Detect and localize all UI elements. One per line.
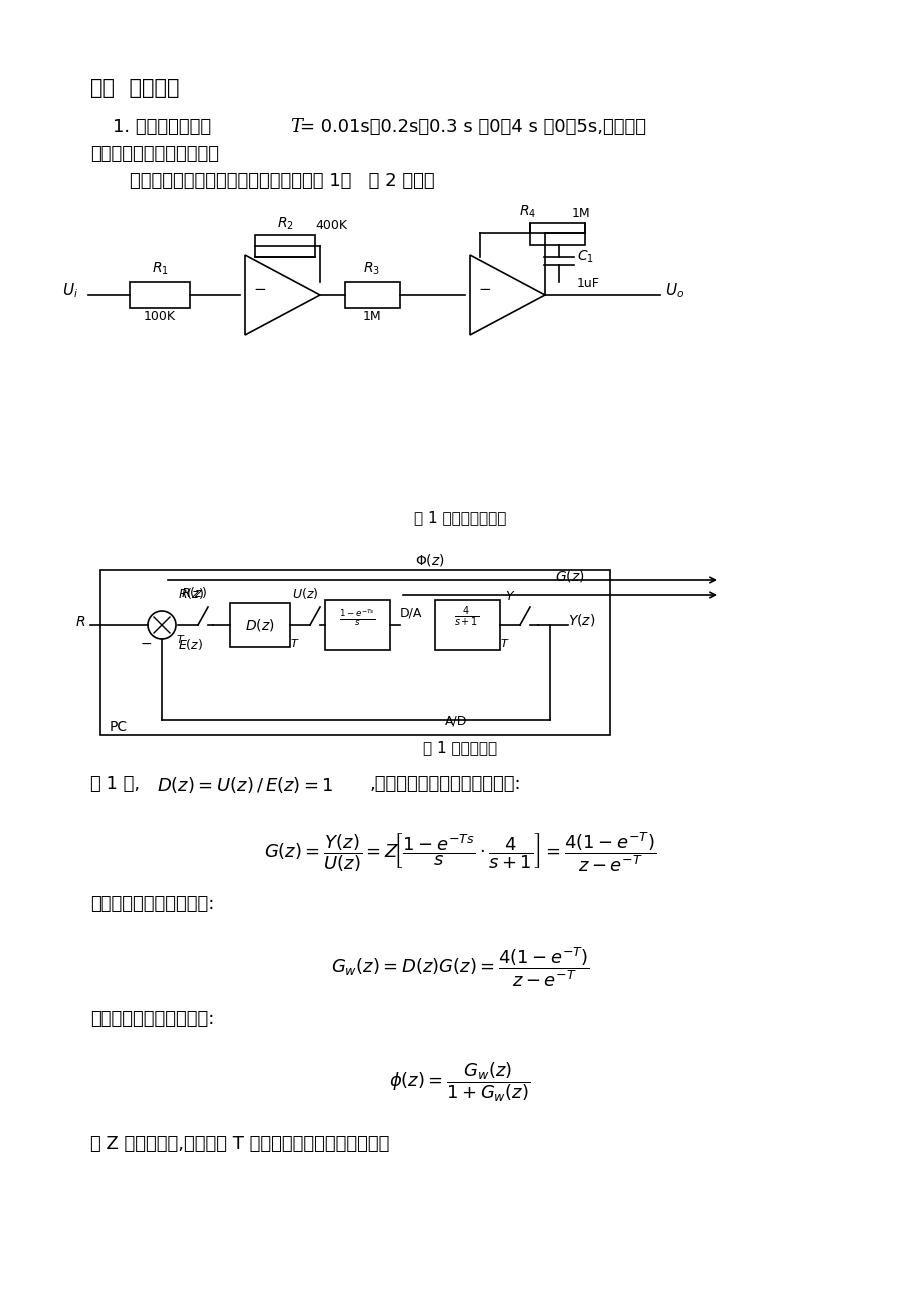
Text: 系统闭环脉冲传递函数为:: 系统闭环脉冲传递函数为:: [90, 1010, 214, 1029]
Text: $\phi(z) = \dfrac{G_w(z)}{1+G_w(z)}$: $\phi(z) = \dfrac{G_w(z)}{1+G_w(z)}$: [389, 1060, 530, 1104]
Text: $T$: $T$: [289, 637, 300, 648]
Text: $G(z)$: $G(z)$: [554, 568, 584, 585]
Text: 图 1 系统构造图: 图 1 系统构造图: [423, 740, 496, 755]
Text: −: −: [141, 637, 152, 651]
Text: $D(z) = U(z)\,/\,E(z) = 1$: $D(z) = U(z)\,/\,E(z) = 1$: [157, 775, 334, 796]
Bar: [324, 600, 390, 650]
Text: $Y(z)$: $Y(z)$: [567, 612, 595, 628]
Text: $C_1$: $C_1$: [576, 249, 594, 266]
Text: $G(z) = \dfrac{Y(z)}{U(z)} = Z\!\left[\dfrac{1-e^{-Ts}}{s} \cdot \dfrac{4}{s+1}\: $G(z) = \dfrac{Y(z)}{U(z)} = Z\!\left[\d…: [264, 829, 655, 874]
Text: 100K: 100K: [144, 310, 176, 323]
Text: 1M: 1M: [572, 207, 590, 220]
Text: 跃信号作用下的过渡过程。: 跃信号作用下的过渡过程。: [90, 145, 219, 163]
Text: $R(z)$: $R(z)$: [177, 586, 204, 602]
Text: $\frac{4}{s+1}$: $\frac{4}{s+1}$: [454, 605, 479, 629]
Text: 在 Z 平面内讨论,采样周期 T 的变化对系统稳定性的影响。: 在 Z 平面内讨论,采样周期 T 的变化对系统稳定性的影响。: [90, 1135, 389, 1154]
Text: = 0.01s、0.2s、0.3 s 、0．4 s 、0．5s,观测在阶: = 0.01s、0.2s、0.3 s 、0．4 s 、0．5s,观测在阶: [300, 118, 645, 135]
Text: $U_o$: $U_o$: [664, 281, 684, 301]
Text: 1M: 1M: [362, 310, 380, 323]
Text: $\Phi(z)$: $\Phi(z)$: [414, 552, 445, 568]
Text: $Y$: $Y$: [505, 590, 515, 603]
Bar: [100, 570, 609, 736]
Text: $E(z)$: $E(z)$: [177, 637, 203, 652]
Text: 1. 通过变化采频率: 1. 通过变化采频率: [90, 118, 217, 135]
Bar: [345, 283, 400, 309]
Text: $R_4$: $R_4$: [519, 203, 536, 220]
Bar: [230, 603, 289, 647]
Text: −: −: [253, 283, 266, 297]
Bar: [435, 600, 499, 650]
Text: PC: PC: [110, 720, 128, 734]
Text: 图 1 系统模拟电路图: 图 1 系统模拟电路图: [414, 510, 505, 525]
Text: $\frac{1-e^{-Ts}}{s}$: $\frac{1-e^{-Ts}}{s}$: [338, 608, 375, 629]
Bar: [130, 283, 190, 309]
Text: D/A: D/A: [400, 607, 422, 620]
Text: $R_2$: $R_2$: [277, 216, 293, 232]
Text: $R_1$: $R_1$: [152, 260, 168, 277]
Text: 图 1 中,: 图 1 中,: [90, 775, 140, 793]
Text: 被控对象模拟电路图和系统构造分别如图 1、   图 2 所示。: 被控对象模拟电路图和系统构造分别如图 1、 图 2 所示。: [130, 172, 434, 190]
Text: $R_3$: $R_3$: [363, 260, 380, 277]
Bar: [255, 234, 314, 256]
Text: 1uF: 1uF: [576, 277, 599, 290]
Text: T: T: [289, 118, 301, 135]
Text: $R$: $R$: [74, 615, 85, 629]
Text: A/D: A/D: [445, 715, 467, 728]
Text: $R(z)$: $R(z)$: [181, 585, 207, 600]
Text: 400K: 400K: [314, 219, 346, 232]
Text: $U_i$: $U_i$: [62, 281, 78, 301]
Text: $D(z)$: $D(z)$: [245, 617, 275, 633]
Text: $T$: $T$: [499, 637, 509, 648]
Text: $T$: $T$: [176, 633, 186, 644]
Text: $U(z)$: $U(z)$: [291, 586, 318, 602]
Bar: [529, 223, 584, 245]
Text: 三、  实验内容: 三、 实验内容: [90, 78, 179, 98]
Text: 系统开环脉冲传递函数为:: 系统开环脉冲传递函数为:: [90, 894, 214, 913]
Text: $G_w(z) = D(z)G(z) = \dfrac{4(1-e^{-T})}{z-e^{-T}}$: $G_w(z) = D(z)G(z) = \dfrac{4(1-e^{-T})}…: [330, 945, 589, 988]
Text: −: −: [478, 283, 490, 297]
Text: ,系统被控对象脉冲传递函数为:: ,系统被控对象脉冲传递函数为:: [369, 775, 521, 793]
